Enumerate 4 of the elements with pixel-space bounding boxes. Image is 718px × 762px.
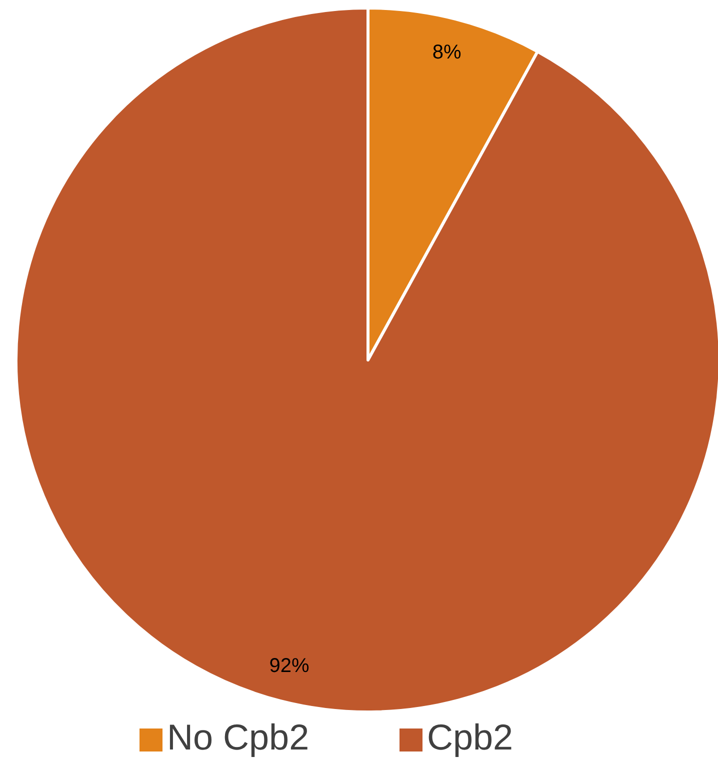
data-label: 8% [432, 41, 462, 64]
legend-label: No Cpb2 [167, 716, 310, 758]
data-label: 92% [269, 655, 310, 678]
legend-label: Cpb2 [427, 716, 514, 758]
